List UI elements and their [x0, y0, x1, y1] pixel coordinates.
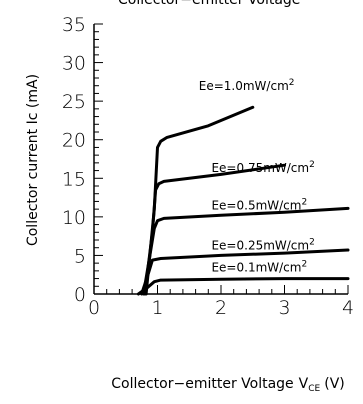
series-label-text: Ee=0.75mW/cm: [211, 161, 309, 175]
plot-frame: [93, 24, 348, 295]
x-axis-subscript: CE: [308, 384, 320, 394]
series-label-text: Ee=0.5mW/cm: [211, 199, 301, 213]
chart-title: Collector−emitter Voltage: [118, 0, 300, 8]
series-labels: Ee=0.1mW/cm2Ee=0.25mW/cm2Ee=0.5mW/cm2Ee=…: [199, 78, 315, 274]
x-axis-ticks: 0 1 2 3 4: [88, 285, 354, 319]
x-tick-label: 3: [278, 297, 290, 319]
x-tick-label: 0: [88, 297, 100, 319]
y-tick-label: 15: [62, 168, 86, 190]
x-tick-label: 4: [342, 297, 354, 319]
series-label-superscript: 2: [289, 78, 295, 88]
series-line: [143, 163, 286, 296]
x-axis-title-text: Collector−emitter Voltage: [111, 376, 293, 392]
y-tick-label: 35: [62, 14, 86, 36]
y-tick-label: 30: [62, 53, 86, 75]
y-tick-label: 20: [62, 130, 86, 152]
series-label-text: Ee=0.1mW/cm: [211, 261, 301, 275]
y-tick-label: 0: [74, 284, 86, 306]
series-label: Ee=0.1mW/cm2: [211, 260, 307, 275]
series-label: Ee=0.5mW/cm2: [211, 198, 307, 213]
series-label: Ee=0.75mW/cm2: [211, 160, 314, 175]
x-tick-label: 2: [215, 297, 227, 319]
x-axis-symbol: V: [299, 376, 309, 392]
x-axis-unit: (V): [324, 376, 345, 392]
y-tick-label: 5: [74, 245, 86, 267]
y-axis-ticks: 0 5 10 15 20 25 30 35: [62, 14, 103, 306]
x-axis-title: Collector−emitter Voltage VCE (V): [111, 376, 345, 394]
series-layer: [136, 105, 350, 296]
series-label: Ee=1.0mW/cm2: [199, 78, 295, 93]
series-label-superscript: 2: [309, 238, 315, 248]
y-tick-label: 25: [62, 91, 86, 113]
series-label: Ee=0.25mW/cm2: [211, 238, 314, 253]
series-label-text: Ee=1.0mW/cm: [199, 79, 289, 93]
series-label-superscript: 2: [309, 160, 315, 170]
series-line: [144, 105, 255, 296]
y-axis-title: Collector current Ic (mA): [25, 74, 41, 246]
series-label-superscript: 2: [301, 198, 307, 208]
series-label-superscript: 2: [301, 260, 307, 270]
x-tick-label: 1: [151, 297, 163, 319]
series-label-text: Ee=0.25mW/cm: [211, 239, 309, 253]
y-tick-label: 10: [62, 207, 86, 229]
